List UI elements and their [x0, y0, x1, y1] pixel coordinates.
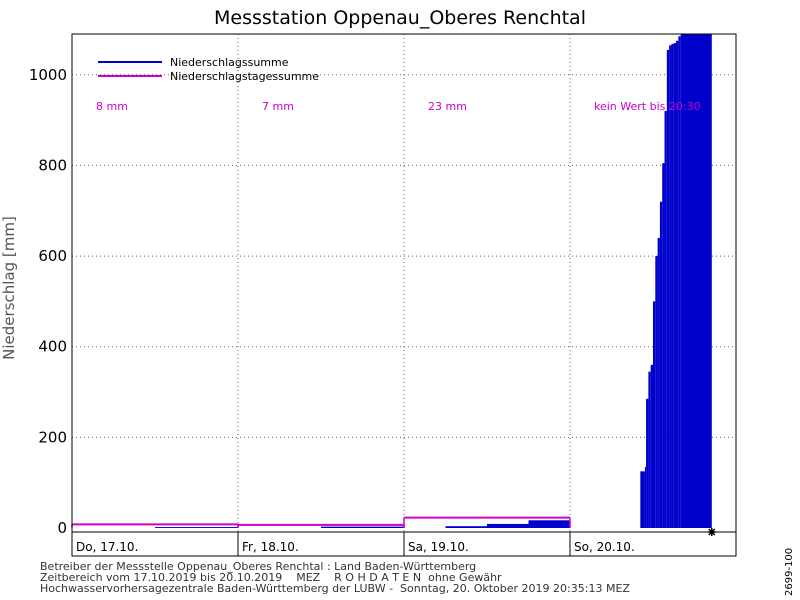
- cumulative-bar: [657, 237, 660, 529]
- daily-sum-annotation: 7 mm: [262, 100, 294, 113]
- x-axis-ticks: Do, 17.10. Fr, 18.10. Sa, 19.10. So, 20.10.: [76, 532, 635, 556]
- daily-sum-annotation: 8 mm: [96, 100, 128, 113]
- cumulative-bar: [445, 526, 487, 528]
- cumulative-bar: [644, 466, 647, 528]
- daily-sum-annotation: 23 mm: [428, 100, 467, 113]
- y-tick-label: 800: [38, 156, 67, 174]
- cumulative-bar: [650, 364, 653, 528]
- cumulative-bar: [321, 526, 404, 528]
- y-axis-ticks: 0 200 400 600 800 1000: [29, 66, 67, 537]
- footer-agency: Hochwasservorhersagezentrale Baden-Württ…: [40, 582, 630, 595]
- y-tick-label: 0: [57, 519, 67, 537]
- side-identifier: 2699-100: [784, 547, 795, 596]
- cumulative-bar: [487, 523, 529, 528]
- cumulative-bar: [669, 45, 672, 529]
- current-time-marker: [707, 528, 716, 536]
- y-tick-label: 200: [38, 428, 67, 446]
- cumulative-bar: [673, 43, 677, 529]
- daily-annotations: 8 mm 7 mm 23 mm kein Wert bis 20:30: [96, 100, 701, 113]
- x-tick-label: So, 20.10.: [574, 540, 635, 554]
- cumulative-bar: [662, 163, 665, 528]
- daily-sum-annotation: kein Wert bis 20:30: [594, 100, 701, 113]
- cumulative-bar: [655, 256, 658, 528]
- y-tick-label: 400: [38, 338, 67, 356]
- cumulative-bar: [528, 520, 570, 528]
- cumulative-bar: [678, 36, 681, 529]
- x-tick-label: Do, 17.10.: [76, 540, 138, 554]
- y-tick-label: 600: [38, 247, 67, 265]
- cumulative-bar: [653, 301, 656, 528]
- precipitation-chart: Messstation Oppenau_Oberes Renchtal 0 200…: [0, 7, 737, 557]
- legend-label-cumulative: Niederschlagssumme: [170, 56, 289, 69]
- cumulative-series-area: [155, 34, 712, 529]
- cumulative-bar: [676, 40, 679, 529]
- cumulative-bar: [680, 34, 712, 528]
- legend-label-daily: Niederschlagstagessumme: [170, 70, 319, 83]
- legend: Niederschlagssumme Niederschlagstagessum…: [98, 56, 319, 83]
- daily-series-line: [71, 516, 571, 528]
- cumulative-bar: [155, 527, 238, 528]
- cumulative-bar: [646, 398, 649, 528]
- marker-star-stroke: [708, 528, 716, 536]
- cumulative-bar: [648, 371, 651, 528]
- chart-title: Messstation Oppenau_Oberes Renchtal: [214, 7, 586, 29]
- footer-operator: Betreiber der Messstelle Oppenau_Oberes …: [40, 560, 477, 573]
- x-tick-label: Fr, 18.10.: [242, 540, 299, 554]
- cumulative-bar: [671, 43, 674, 528]
- cumulative-bar: [664, 111, 667, 528]
- x-tick-label: Sa, 19.10.: [408, 540, 469, 554]
- footer-timerange: Zeitbereich vom 17.10.2019 bis 20.10.201…: [40, 571, 502, 584]
- cumulative-bar: [666, 49, 670, 528]
- y-axis-label: Niederschlag [mm]: [0, 216, 18, 360]
- y-tick-label: 1000: [29, 66, 67, 84]
- grid-lines: [72, 34, 736, 532]
- cumulative-bar: [659, 201, 663, 528]
- cumulative-bar: [640, 471, 645, 528]
- plot-frame: [71, 33, 737, 557]
